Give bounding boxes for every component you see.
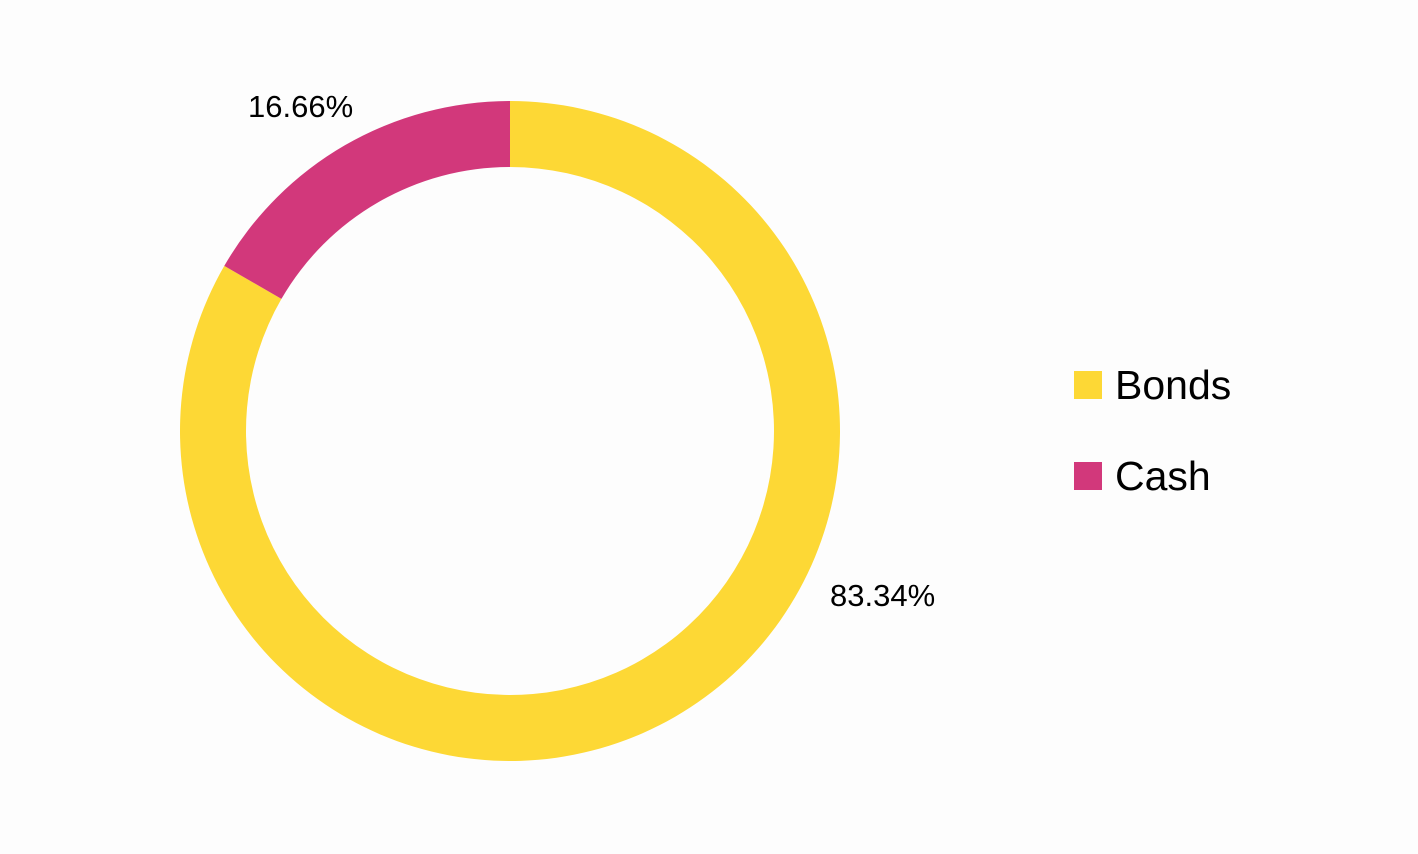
legend-swatch-cash xyxy=(1074,462,1102,490)
data-label-cash: 16.66% xyxy=(248,89,353,124)
legend-label-cash: Cash xyxy=(1115,452,1211,499)
donut-slices xyxy=(179,101,840,761)
legend-label-bonds: Bonds xyxy=(1115,361,1232,408)
legend: Bonds Cash xyxy=(1074,356,1231,538)
legend-item-cash: Cash xyxy=(1074,447,1231,505)
legend-item-bonds: Bonds xyxy=(1074,356,1231,414)
donut-slice-cash xyxy=(224,101,510,299)
data-label-bonds: 83.34% xyxy=(830,578,935,613)
legend-swatch-bonds xyxy=(1074,371,1102,399)
